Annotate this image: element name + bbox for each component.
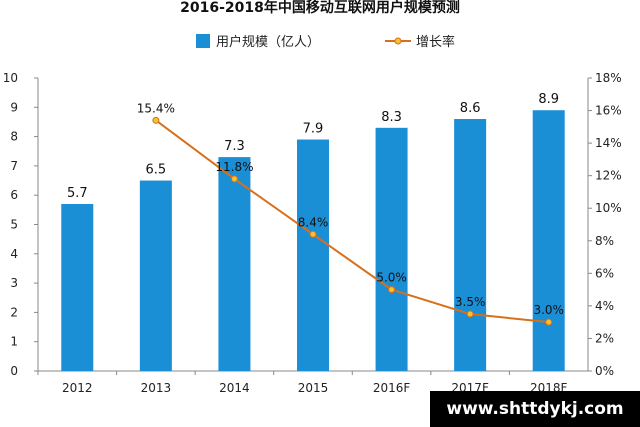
growth-rate-data-label: 15.4% bbox=[137, 101, 175, 115]
y-tick-label-left: 8 bbox=[10, 130, 18, 144]
bar bbox=[532, 110, 565, 371]
y-tick-label-right: 2% bbox=[595, 331, 614, 345]
growth-rate-point bbox=[466, 310, 474, 318]
bar-data-label: 6.5 bbox=[146, 163, 167, 178]
growth-rate-point bbox=[230, 175, 238, 183]
y-tick-label-left: 0 bbox=[10, 364, 18, 378]
y-tick-label-right: 0% bbox=[595, 364, 614, 378]
bar-data-label: 8.9 bbox=[538, 92, 559, 107]
growth-rate-data-label: 11.8% bbox=[215, 160, 253, 174]
y-tick-label-left: 1 bbox=[10, 335, 18, 349]
y-tick-label-right: 18% bbox=[595, 71, 622, 85]
legend-swatch-bar bbox=[196, 34, 210, 48]
y-tick-label-right: 8% bbox=[595, 234, 614, 248]
growth-rate-point bbox=[388, 286, 396, 294]
bar-data-label: 8.6 bbox=[460, 101, 481, 116]
bar bbox=[454, 119, 487, 372]
x-tick-label: 2013 bbox=[141, 381, 172, 395]
growth-rate-data-label: 8.4% bbox=[298, 215, 329, 229]
line-series: 15.4% 11.8% 8.4% 5.0% 3.5% 3.0% bbox=[137, 101, 564, 326]
bar-data-label: 7.3 bbox=[224, 139, 245, 154]
legend-swatch-marker bbox=[394, 37, 402, 45]
y-tick-label-right: 10% bbox=[595, 201, 622, 215]
axes: 0 1 2 3 4 5 6 7 8 9 10 0% 2% 4% 6% 8% 10% 12% 14% 16% 18% 201… bbox=[3, 71, 622, 395]
growth-rate-line bbox=[155, 119, 549, 324]
y-tick-label-right: 4% bbox=[595, 299, 614, 313]
bar-series: 5.7 6.5 7.3 7.9 8.3 8.6 8.9 bbox=[61, 92, 565, 372]
growth-rate-point bbox=[309, 230, 317, 238]
y-tick-label-right: 14% bbox=[595, 136, 622, 150]
bar bbox=[297, 139, 329, 371]
x-tick-label: 2016F bbox=[373, 381, 411, 395]
y-tick-label-left: 10 bbox=[3, 71, 18, 85]
bar-data-label: 5.7 bbox=[67, 186, 88, 201]
bar bbox=[375, 127, 408, 371]
x-tick-label: 2014 bbox=[219, 381, 250, 395]
y-tick-label-left: 5 bbox=[10, 218, 18, 232]
y-tick-label-right: 6% bbox=[595, 266, 614, 280]
bar bbox=[218, 157, 251, 371]
y-tick-label-left: 9 bbox=[10, 100, 18, 114]
growth-rate-data-label: 3.5% bbox=[455, 295, 486, 309]
x-tick-label: 2012 bbox=[62, 381, 93, 395]
x-tick-label: 2015 bbox=[298, 381, 329, 395]
growth-rate-data-label: 3.0% bbox=[533, 303, 564, 317]
legend: 用户规模（亿人） 增长率 bbox=[196, 34, 455, 50]
legend-label-bar: 用户规模（亿人） bbox=[216, 34, 320, 50]
growth-rate-data-label: 5.0% bbox=[376, 271, 407, 285]
bar bbox=[61, 203, 94, 371]
growth-rate-point bbox=[545, 318, 553, 326]
bar-data-label: 7.9 bbox=[303, 122, 324, 137]
y-tick-label-left: 3 bbox=[10, 276, 18, 290]
y-tick-label-right: 12% bbox=[595, 169, 622, 183]
bar bbox=[139, 180, 172, 371]
y-tick-label-left: 4 bbox=[10, 247, 18, 261]
y-tick-label-right: 16% bbox=[595, 104, 622, 118]
y-tick-label-left: 6 bbox=[10, 188, 18, 202]
growth-rate-point bbox=[152, 116, 160, 124]
watermark-banner: www.shttdykj.com bbox=[430, 391, 640, 427]
chart-title: 2016-2018年中国移动互联网用户规模预测 bbox=[180, 0, 460, 16]
bar-data-label: 8.3 bbox=[381, 110, 402, 125]
y-tick-label-left: 7 bbox=[10, 159, 18, 173]
legend-label-line: 增长率 bbox=[416, 34, 455, 50]
y-tick-label-left: 2 bbox=[10, 305, 18, 319]
